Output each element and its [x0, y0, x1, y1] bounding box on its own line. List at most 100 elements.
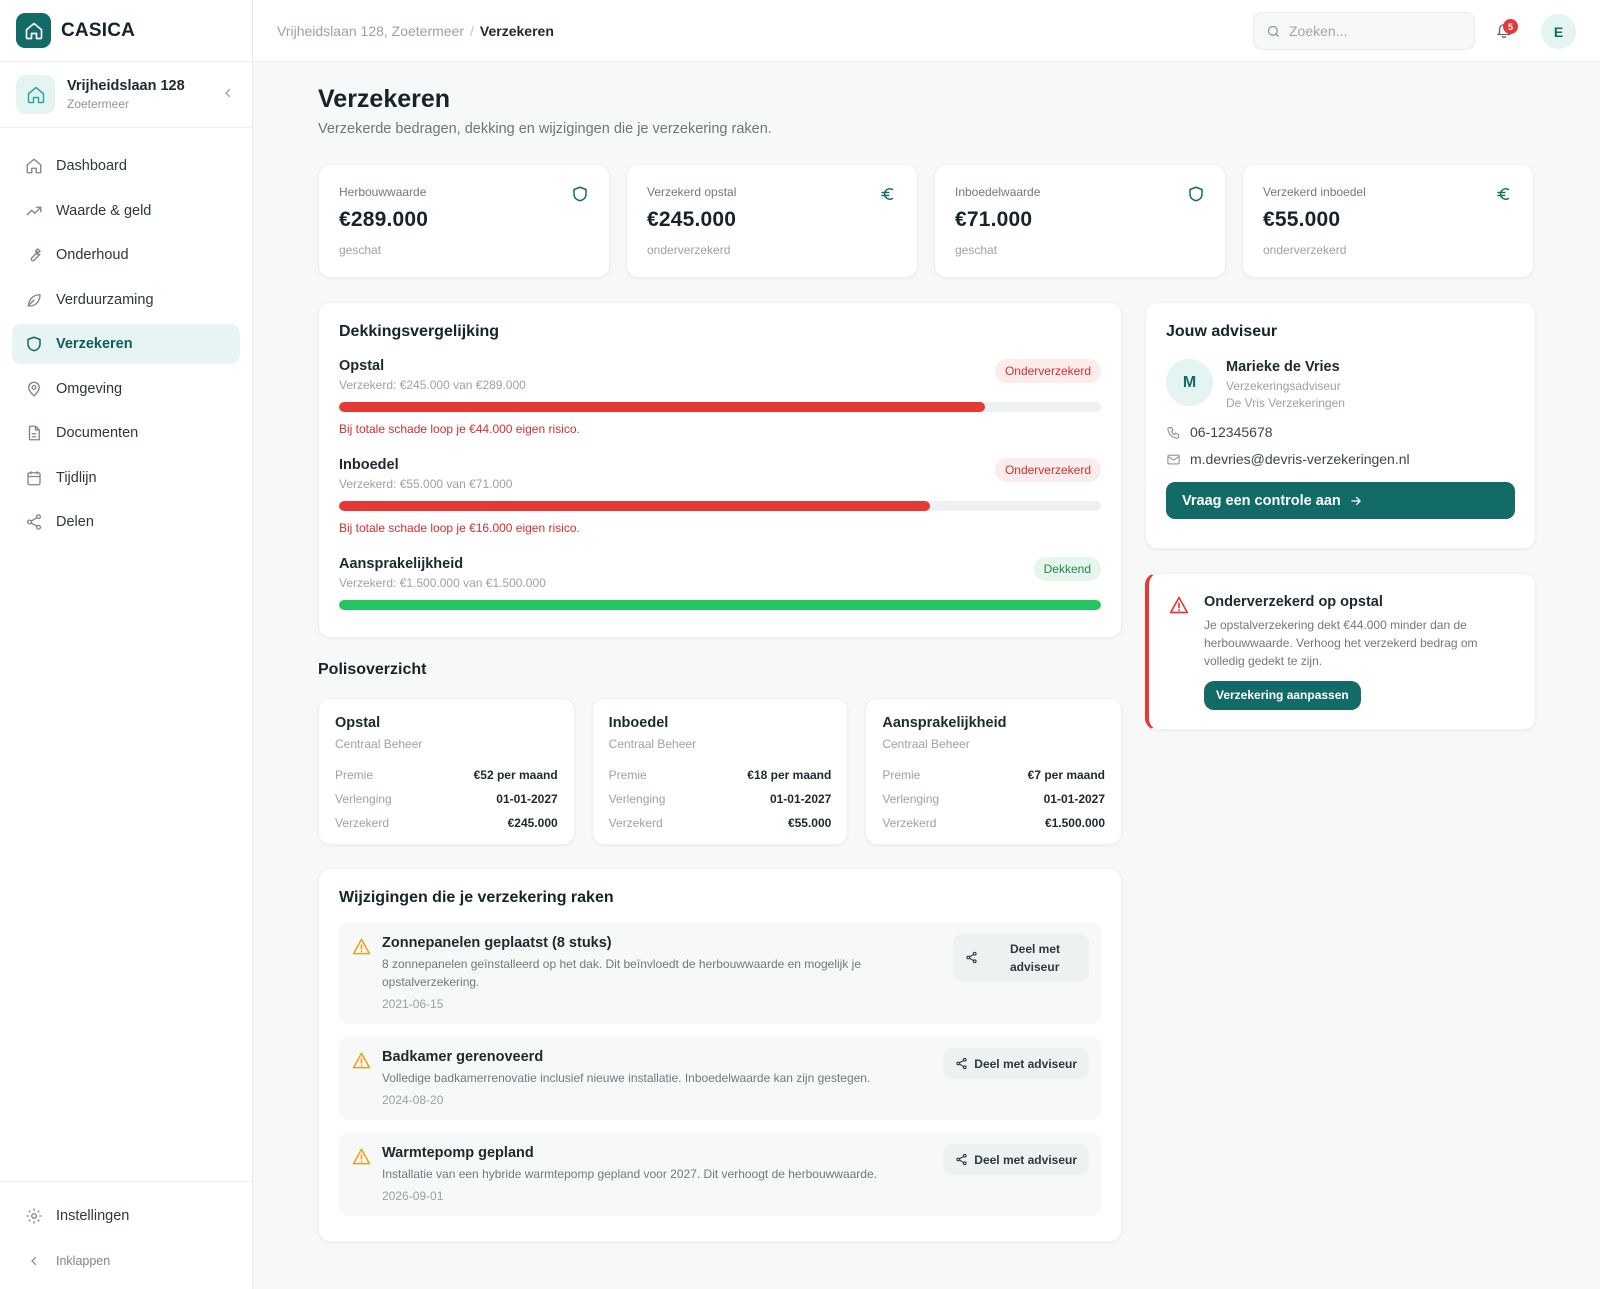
coverage-name: Inboedel — [339, 457, 399, 473]
nav-item-documenten[interactable]: Documenten — [12, 413, 240, 453]
policy-premium: €52 per maand — [473, 768, 558, 782]
coverage-sub: Verzekerd: €1.500.000 van €1.500.000 — [339, 576, 546, 590]
policy-premium-label: Premie — [882, 768, 921, 782]
nav-item-label: Verduurzaming — [56, 291, 154, 308]
nav-item-label: Waarde & geld — [56, 202, 152, 219]
breadcrumb: Vrijheidslaan 128, Zoetermeer / Verzekeren — [277, 23, 554, 39]
coverage-title: Dekkingsvergelijking — [339, 323, 500, 340]
coverage-row-inboedel: Inboedel Verzekerd: €55.000 van €71.000 … — [339, 457, 1101, 535]
coverage-bar-fill — [339, 501, 930, 511]
change-description: 8 zonnepanelen geïnstalleerd op het dak.… — [382, 957, 861, 989]
coverage-row-aansprakelijkheid: Aansprakelijkheid Verzekerd: €1.500.000 … — [339, 556, 1101, 610]
property-switcher[interactable]: Vrijheidslaan 128 Zoetermeer — [0, 62, 252, 128]
coverage-warning: Bij totale schade loop je €44.000 eigen … — [339, 422, 580, 436]
advisor-email-text: m.devries@devris-verzekeringen.nl — [1190, 451, 1410, 467]
search-input[interactable]: Zoeken... — [1253, 12, 1475, 50]
coverage-comparison-card: Dekkingsvergelijking Opstal Verzekerd: €… — [318, 302, 1122, 638]
collapse-sidebar-button[interactable]: Inklappen — [12, 1241, 241, 1281]
underinsured-alert: Onderverzekerd op opstal Je opstalverzek… — [1145, 573, 1536, 730]
request-check-label: Vraag een controle aan — [1182, 492, 1341, 509]
notification-badge: 5 — [1503, 19, 1518, 34]
euro-icon — [1495, 184, 1513, 209]
policy-name: Opstal — [335, 715, 381, 731]
policy-renewal: 01-01-2027 — [1043, 792, 1106, 806]
stat-note: onderverzekerd — [647, 243, 731, 257]
share-with-advisor-button[interactable]: Deel met adviseur — [953, 934, 1089, 981]
alert-body: Je opstalverzekering dekt €44.000 minder… — [1204, 618, 1478, 668]
policy-renewal: 01-01-2027 — [769, 792, 832, 806]
share-with-advisor-button[interactable]: Deel met adviseur — [943, 1144, 1089, 1175]
shield-icon — [24, 334, 44, 354]
advisor-avatar: M — [1166, 359, 1213, 406]
change-title: Warmtepomp gepland — [382, 1145, 534, 1161]
status-badge: Dekkend — [1033, 557, 1101, 581]
stat-label: Herbouwwaarde — [339, 185, 427, 199]
policy-premium-label: Premie — [608, 768, 647, 782]
policy-card-inboedel[interactable]: Inboedel Centraal Beheer Premie €18 per m… — [591, 698, 849, 845]
policy-renewal-label: Verlenging — [335, 792, 392, 806]
policy-name: Aansprakelijkheid — [882, 715, 1007, 731]
nav-item-onderhoud[interactable]: Onderhoud — [12, 235, 240, 275]
stat-note: geschat — [955, 243, 998, 257]
home-logo-icon — [16, 13, 51, 48]
change-item: Badkamer gerenoveerd Volledige badkamerr… — [339, 1036, 1101, 1120]
policy-renewal-label: Verlenging — [608, 792, 666, 806]
coverage-name: Opstal — [339, 358, 385, 374]
nav-item-label: Documenten — [56, 425, 139, 441]
arrow-right-icon — [1349, 494, 1363, 508]
advisor-email[interactable]: m.devries@devris-verzekeringen.nl — [1166, 451, 1515, 467]
sidebar-footer: Instellingen Inklappen — [0, 1181, 253, 1289]
coverage-row-opstal: Opstal Verzekerd: €245.000 van €289.000 … — [339, 358, 1101, 436]
share-icon — [955, 1153, 968, 1166]
nav-item-verzekeren[interactable]: Verzekeren — [12, 324, 240, 364]
policy-insurer: Centraal Beheer — [882, 737, 970, 751]
stat-note: geschat — [339, 243, 382, 257]
change-item: Zonnepanelen geplaatst (8 stuks) 8 zonne… — [339, 922, 1101, 1024]
adjust-insurance-button[interactable]: Verzekering aanpassen — [1204, 681, 1361, 710]
stat-value: €55.000 — [1263, 208, 1341, 231]
policy-renewal: 01-01-2027 — [496, 792, 558, 806]
nav-item-dashboard[interactable]: Dashboard — [12, 146, 240, 186]
page-subtitle: Verzekerde bedragen, dekking en wijzigin… — [318, 121, 772, 137]
policy-premium: €7 per maand — [1027, 768, 1106, 782]
leaf-icon — [24, 290, 44, 310]
request-check-button[interactable]: Vraag een controle aan — [1166, 482, 1515, 519]
nav-item-settings[interactable]: Instellingen — [12, 1196, 241, 1236]
policy-card-opstal[interactable]: Opstal Centraal Beheer Premie €52 per maa… — [318, 698, 575, 845]
share-with-advisor-button[interactable]: Deel met adviseur — [943, 1048, 1089, 1079]
coverage-bar — [339, 501, 1101, 511]
policy-insured: €1.500.000 — [1044, 816, 1106, 830]
user-avatar[interactable]: E — [1541, 14, 1576, 49]
nav-item-delen[interactable]: Delen — [12, 502, 240, 542]
breadcrumb-separator: / — [470, 23, 474, 39]
share-label: Deel met adviseur — [974, 1152, 1077, 1167]
calendar-icon — [24, 468, 44, 488]
nav-item-omgeving[interactable]: Omgeving — [12, 369, 240, 409]
share-label: Deel met adviseur — [974, 1056, 1077, 1071]
topbar: Vrijheidslaan 128, Zoetermeer / Verzekeren… — [253, 0, 1600, 62]
chevron-left-icon[interactable] — [222, 86, 234, 104]
stat-label: Verzekerd opstal — [647, 185, 737, 199]
policy-insured-label: Verzekerd — [608, 816, 663, 830]
property-street: Vrijheidslaan 128 — [67, 78, 185, 94]
share-icon — [965, 951, 978, 964]
sidebar: CASICA Vrijheidslaan 128 Zoetermeer Dash… — [0, 0, 253, 1289]
policy-name: Inboedel — [608, 715, 669, 731]
policy-card-aansprakelijkheid[interactable]: Aansprakelijkheid Centraal Beheer Premie… — [865, 698, 1123, 845]
change-date: 2021-06-15 — [382, 997, 444, 1011]
coverage-bar — [339, 402, 1101, 412]
brand[interactable]: CASICA — [0, 0, 252, 62]
nav-item-waarde[interactable]: Waarde & geld — [12, 191, 240, 231]
nav-item-tijdlijn[interactable]: Tijdlijn — [12, 458, 240, 498]
warning-icon — [352, 1147, 371, 1171]
breadcrumb-property[interactable]: Vrijheidslaan 128, Zoetermeer — [277, 23, 465, 39]
policy-premium: €18 per maand — [747, 768, 832, 782]
home-icon — [24, 156, 44, 176]
coverage-bar-fill — [339, 600, 1101, 610]
nav-item-verduurzaming[interactable]: Verduurzaming — [12, 280, 240, 320]
share-icon — [955, 1057, 968, 1070]
chevron-left-icon — [24, 1255, 44, 1267]
advisor-phone[interactable]: 06-12345678 — [1166, 424, 1515, 440]
breadcrumb-current: Verzekeren — [479, 23, 554, 39]
search-icon — [1266, 24, 1281, 39]
